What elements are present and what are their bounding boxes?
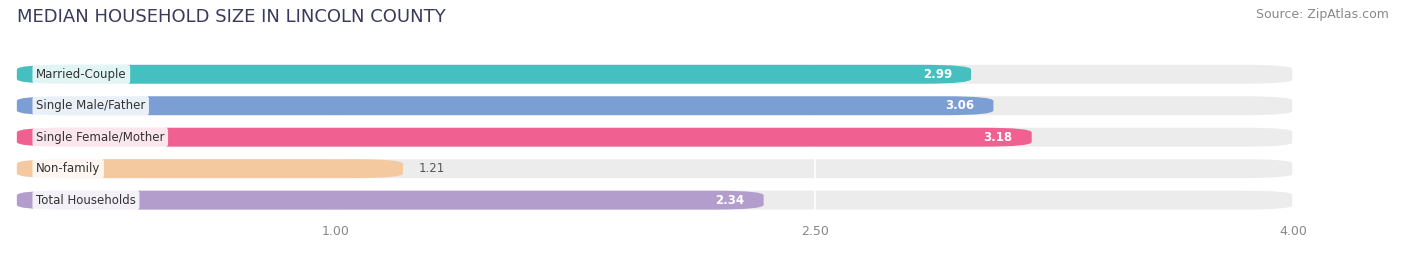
Text: 2.34: 2.34 xyxy=(716,194,745,207)
Text: 3.06: 3.06 xyxy=(945,99,974,112)
Text: Total Households: Total Households xyxy=(37,194,136,207)
FancyBboxPatch shape xyxy=(17,65,1294,84)
FancyBboxPatch shape xyxy=(17,191,1294,210)
Text: Single Female/Mother: Single Female/Mother xyxy=(37,131,165,144)
FancyBboxPatch shape xyxy=(17,65,972,84)
FancyBboxPatch shape xyxy=(17,191,763,210)
FancyBboxPatch shape xyxy=(17,159,404,178)
FancyBboxPatch shape xyxy=(17,96,1294,115)
FancyBboxPatch shape xyxy=(17,128,1032,147)
Text: 1.21: 1.21 xyxy=(419,162,446,175)
Text: Married-Couple: Married-Couple xyxy=(37,68,127,81)
Text: Non-family: Non-family xyxy=(37,162,100,175)
FancyBboxPatch shape xyxy=(17,159,1294,178)
FancyBboxPatch shape xyxy=(17,128,1294,147)
Text: 2.99: 2.99 xyxy=(922,68,952,81)
Text: Source: ZipAtlas.com: Source: ZipAtlas.com xyxy=(1256,8,1389,21)
Text: 3.18: 3.18 xyxy=(983,131,1012,144)
Text: MEDIAN HOUSEHOLD SIZE IN LINCOLN COUNTY: MEDIAN HOUSEHOLD SIZE IN LINCOLN COUNTY xyxy=(17,8,446,26)
FancyBboxPatch shape xyxy=(17,96,994,115)
Text: Single Male/Father: Single Male/Father xyxy=(37,99,145,112)
